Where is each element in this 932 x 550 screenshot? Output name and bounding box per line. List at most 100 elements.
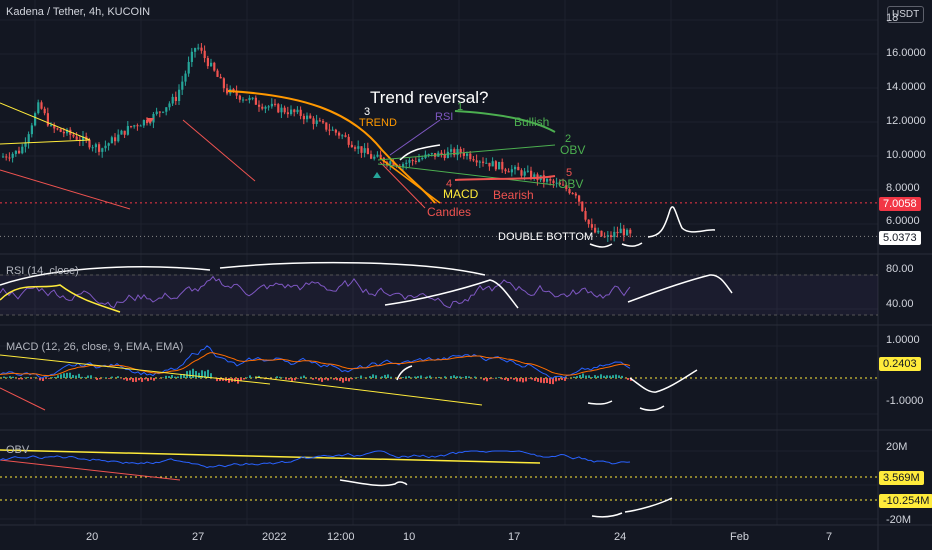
macd-histogram-bar: [210, 373, 212, 378]
candles-line-annotation: [379, 161, 426, 209]
candle-body: [181, 81, 184, 90]
macd-histogram-bar: [9, 376, 11, 378]
macd-histogram-bar: [621, 375, 623, 378]
double-bottom-annotation: DOUBLE BOTTOM: [498, 231, 594, 243]
macd-histogram-bar: [291, 378, 293, 382]
candle-body: [622, 228, 625, 236]
candle-body: [133, 125, 136, 127]
candle-body: [606, 235, 609, 237]
macd-arrow: [396, 365, 413, 381]
candle-body: [136, 125, 139, 127]
macd-histogram-bar: [138, 378, 140, 381]
currency-badge[interactable]: USDT: [887, 6, 925, 23]
time-axis-label: 2022: [262, 531, 287, 543]
number-2-label: 2: [565, 133, 572, 145]
macd-histogram-bar: [219, 378, 221, 381]
candle-body: [277, 104, 280, 113]
macd-histogram-bar: [195, 371, 197, 378]
candle-body: [542, 175, 545, 182]
candle-body: [75, 136, 78, 140]
macd-histogram-bar: [201, 370, 203, 378]
obv-bottom-mark: [591, 512, 623, 518]
candle-body: [242, 99, 245, 101]
candle-body: [37, 102, 40, 114]
macd-histogram-bar: [450, 376, 452, 378]
macd-histogram-bar: [105, 377, 107, 378]
candle-body: [446, 151, 449, 158]
rsi-annotation: RSI: [435, 111, 454, 123]
candle-body: [392, 161, 395, 166]
obv-line: [0, 450, 631, 469]
macd-histogram-bar: [87, 375, 89, 378]
candle-body: [430, 153, 433, 155]
candle-body: [469, 153, 472, 160]
trend-line-yellow: [0, 102, 91, 141]
macd-histogram-bar: [165, 375, 167, 378]
candle-body: [14, 150, 17, 154]
candle-body: [286, 112, 289, 115]
macd-histogram-bar: [555, 378, 557, 382]
candle-body: [123, 130, 126, 135]
candle-body: [248, 97, 251, 101]
macd-histogram-bar: [405, 376, 407, 378]
macd-histogram-bar: [60, 374, 62, 378]
candle-body: [206, 58, 209, 67]
candle-body: [357, 146, 360, 149]
macd-histogram-bar: [456, 376, 458, 378]
candle-body: [53, 124, 56, 129]
rsi-annotation-white: [219, 261, 486, 276]
candle-body: [456, 148, 459, 156]
candle-body: [616, 231, 619, 234]
time-axis-label: 12:00: [327, 531, 355, 543]
macd-histogram-bar: [399, 378, 401, 380]
candle-body: [558, 182, 561, 185]
macd-histogram-bar: [63, 373, 65, 378]
macd-histogram-bar: [600, 374, 602, 378]
macd-histogram-bar: [6, 377, 8, 378]
candle-body: [226, 88, 229, 94]
candle-body: [309, 115, 312, 119]
macd-histogram-bar: [372, 374, 374, 378]
candle-body: [197, 47, 200, 49]
macd-histogram-bar: [525, 378, 527, 382]
trend-line-red: [182, 119, 256, 182]
candle-body: [104, 145, 107, 149]
price-axis-tick: 16.0000: [886, 47, 926, 59]
macd-histogram-bar: [54, 377, 56, 378]
signal-line: [0, 352, 631, 377]
candle-body: [610, 235, 613, 238]
candle-body: [440, 152, 443, 155]
macd-histogram-bar: [90, 375, 92, 378]
candle-body: [66, 129, 69, 134]
trend-line-yellow: [0, 139, 91, 145]
macd-axis-tick: -1.0000: [886, 395, 924, 407]
macd-histogram-bar: [462, 377, 464, 378]
candle-body: [107, 143, 110, 146]
time-axis-label: 10: [403, 531, 416, 543]
macd-histogram-bar: [294, 378, 296, 381]
macd-line: [0, 345, 631, 380]
obv-line-annotation: [377, 163, 556, 186]
candle-body: [11, 153, 14, 158]
candle-body: [526, 170, 529, 172]
macd-pane-title: MACD (12, 26, close, 9, EMA, EMA): [6, 341, 184, 353]
macd-histogram-bar: [597, 375, 599, 378]
candle-body: [27, 134, 30, 143]
candle-body: [427, 154, 430, 156]
number-5-label: 5: [566, 167, 573, 179]
macd-histogram-bar: [204, 371, 206, 378]
candle-body: [98, 144, 101, 152]
macd-trend-yellow: [0, 354, 271, 385]
macd-histogram-bar: [420, 375, 422, 378]
macd-histogram-bar: [444, 376, 446, 378]
macd-histogram-bar: [576, 376, 578, 378]
macd-histogram-bar: [465, 376, 467, 378]
macd-histogram-bar: [159, 378, 161, 379]
macd-histogram-bar: [75, 375, 77, 378]
price-level-tag: 7.0058: [879, 197, 921, 211]
candle-body: [520, 170, 523, 176]
candle-body: [402, 164, 405, 167]
candle-body: [347, 136, 350, 145]
macd-histogram-bar: [552, 378, 554, 385]
